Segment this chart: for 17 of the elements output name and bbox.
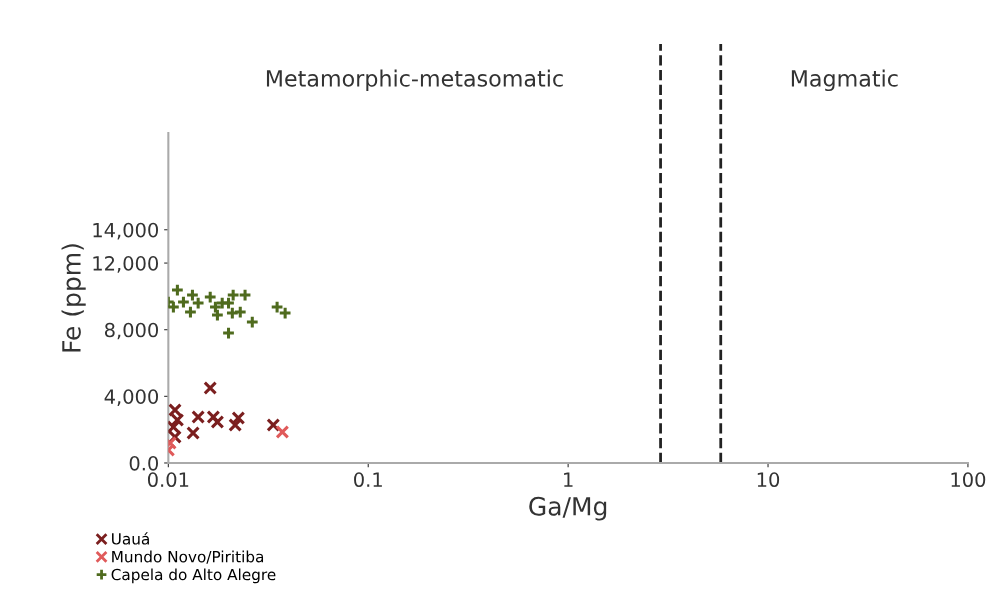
text: Magmatic: [791, 69, 898, 92]
y-tick-label: 4,000: [104, 389, 159, 406]
y-axis-title: Fe (ppm): [61, 244, 86, 352]
x-tick-label: 10: [757, 472, 780, 488]
y-tick-label: 12,000: [93, 256, 159, 273]
x-axis-title: Ga/Mg: [529, 496, 607, 521]
y-tick-label: 14,000: [93, 222, 159, 240]
y-tick-label: 8,000: [104, 322, 159, 340]
legend-label: Capela do Alto Alegre: [111, 568, 276, 584]
x-tick-label: 0.1: [354, 472, 382, 488]
legend-label: Mundo Novo/Piritiba: [112, 550, 264, 564]
x-tick-label: 0.01: [147, 472, 189, 488]
y-tick-label: 0.0: [129, 455, 159, 471]
x-tick-label: 1: [564, 472, 573, 487]
legend-label: Uauá: [112, 532, 149, 545]
x-tick-label: 100: [951, 472, 986, 488]
text: Metamorphic-metasomatic: [266, 69, 563, 92]
